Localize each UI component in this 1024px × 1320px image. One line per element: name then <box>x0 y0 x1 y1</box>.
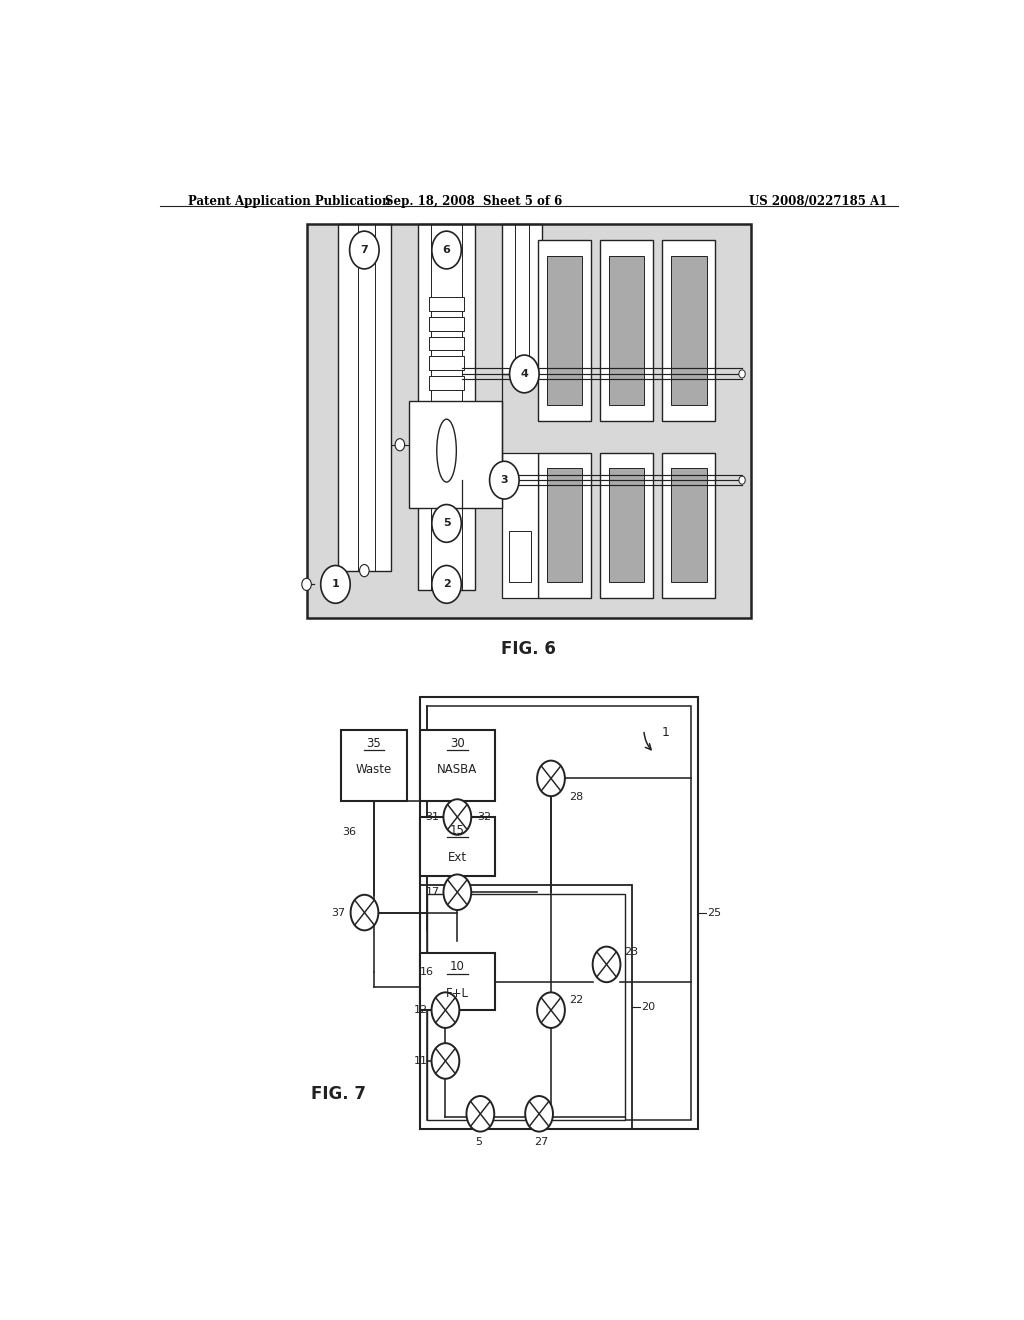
Circle shape <box>538 993 565 1028</box>
Bar <box>547 469 582 582</box>
Bar <box>671 469 707 582</box>
Text: 15: 15 <box>450 824 465 837</box>
Circle shape <box>395 438 404 451</box>
Circle shape <box>739 477 745 484</box>
Bar <box>509 531 531 582</box>
Text: 11: 11 <box>414 1056 428 1067</box>
Text: 27: 27 <box>535 1137 549 1147</box>
Circle shape <box>302 578 311 590</box>
Circle shape <box>443 799 471 834</box>
Bar <box>409 401 502 508</box>
Text: 37: 37 <box>331 908 345 917</box>
Text: 6: 6 <box>442 246 451 255</box>
Circle shape <box>431 993 460 1028</box>
Bar <box>608 256 644 405</box>
Bar <box>538 453 591 598</box>
Text: 2: 2 <box>442 579 451 589</box>
Text: 3: 3 <box>501 475 508 486</box>
Text: 23: 23 <box>625 948 639 957</box>
Bar <box>420 817 495 876</box>
Bar <box>418 224 475 590</box>
Bar <box>306 224 751 618</box>
Bar <box>600 453 653 598</box>
Bar <box>608 469 644 582</box>
Bar <box>338 224 391 570</box>
Circle shape <box>489 461 519 499</box>
Text: 36: 36 <box>343 828 356 837</box>
Text: Patent Application Publication: Patent Application Publication <box>187 195 390 209</box>
Circle shape <box>432 504 461 543</box>
Text: 7: 7 <box>360 246 369 255</box>
Bar <box>671 256 707 405</box>
Circle shape <box>525 1096 553 1131</box>
Text: 4: 4 <box>520 368 528 379</box>
Text: 1: 1 <box>332 579 339 589</box>
Text: 17: 17 <box>425 887 439 898</box>
Circle shape <box>359 565 369 577</box>
Text: 5: 5 <box>442 519 451 528</box>
Bar <box>502 224 542 374</box>
Bar <box>427 706 690 1119</box>
Text: FIG. 6: FIG. 6 <box>502 640 556 659</box>
Text: 16: 16 <box>420 966 433 977</box>
Bar <box>420 953 495 1010</box>
Text: FIG. 7: FIG. 7 <box>310 1085 366 1104</box>
Circle shape <box>432 231 461 269</box>
Bar <box>427 894 625 1119</box>
Text: 28: 28 <box>569 792 583 801</box>
Text: 25: 25 <box>708 908 722 919</box>
Bar <box>671 256 707 405</box>
Text: 32: 32 <box>477 812 490 822</box>
Circle shape <box>739 370 745 378</box>
Circle shape <box>431 1043 460 1078</box>
Text: US 2008/0227185 A1: US 2008/0227185 A1 <box>750 195 888 209</box>
Text: 10: 10 <box>450 961 465 973</box>
Circle shape <box>350 895 379 931</box>
Text: Ext: Ext <box>447 850 467 863</box>
Text: 35: 35 <box>367 737 381 750</box>
Bar <box>663 453 716 598</box>
Text: 5: 5 <box>475 1137 482 1147</box>
Text: 12: 12 <box>414 1005 428 1015</box>
Bar <box>420 886 632 1129</box>
Text: Waste: Waste <box>356 763 392 776</box>
Text: F+L: F+L <box>445 987 469 999</box>
Text: Sep. 18, 2008  Sheet 5 of 6: Sep. 18, 2008 Sheet 5 of 6 <box>385 195 562 209</box>
Bar <box>429 356 464 370</box>
Circle shape <box>443 874 471 909</box>
Text: 20: 20 <box>641 1002 655 1012</box>
Bar <box>341 730 408 801</box>
Bar <box>502 453 538 598</box>
Bar <box>663 240 716 421</box>
Text: 1: 1 <box>662 726 669 739</box>
Circle shape <box>510 355 539 393</box>
Bar <box>538 240 591 421</box>
Text: 30: 30 <box>450 737 465 750</box>
Bar <box>306 224 751 618</box>
Bar <box>429 297 464 312</box>
Text: 22: 22 <box>569 995 583 1005</box>
Bar <box>420 730 495 801</box>
Bar <box>429 376 464 389</box>
Circle shape <box>538 760 565 796</box>
Circle shape <box>321 565 350 603</box>
Circle shape <box>432 565 461 603</box>
Bar <box>429 317 464 331</box>
Circle shape <box>467 1096 495 1131</box>
Text: 31: 31 <box>426 812 439 822</box>
Circle shape <box>349 231 379 269</box>
Bar <box>547 256 582 405</box>
Bar <box>547 469 582 582</box>
Text: NASBA: NASBA <box>437 763 477 776</box>
Bar <box>429 337 464 350</box>
Ellipse shape <box>437 420 457 482</box>
Circle shape <box>593 946 621 982</box>
Bar <box>671 469 707 582</box>
Bar <box>547 256 582 405</box>
Bar <box>600 240 653 421</box>
Bar <box>608 469 644 582</box>
Bar <box>608 256 644 405</box>
Bar <box>420 697 697 1129</box>
